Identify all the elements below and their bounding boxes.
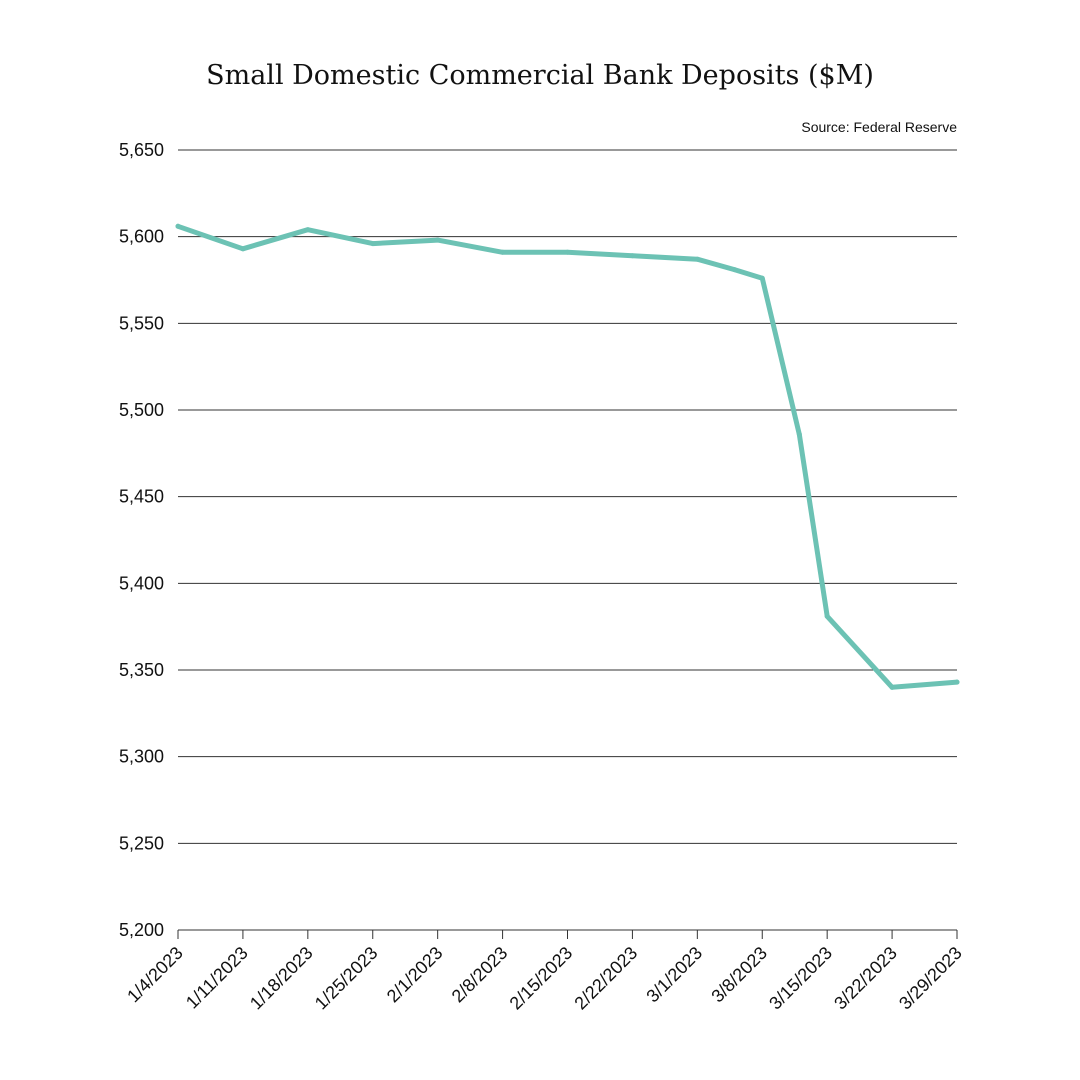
data-point xyxy=(240,246,246,252)
y-tick-label: 5,250 xyxy=(119,833,164,853)
gridlines xyxy=(178,149,957,844)
y-tick-label: 5,200 xyxy=(119,920,164,940)
x-tick-label: 2/1/2023 xyxy=(383,943,447,1007)
series-line-deposits xyxy=(175,223,960,690)
x-tick-label: 2/15/2023 xyxy=(506,943,577,1014)
x-tick-label: 2/22/2023 xyxy=(570,943,641,1014)
y-tick-label: 5,300 xyxy=(119,747,164,767)
x-tick-label: 3/22/2023 xyxy=(830,943,901,1014)
data-point xyxy=(796,431,802,437)
y-tick-label: 5,350 xyxy=(119,660,164,680)
source-note: Source: Federal Reserve xyxy=(801,119,957,135)
data-point xyxy=(370,241,376,247)
y-tick-label: 5,450 xyxy=(119,487,164,507)
y-axis-ticks: 5,200 5,250 5,300 5,350 5,400 5,450 5,500 5,550… xyxy=(119,140,164,940)
x-tick-label: 1/11/2023 xyxy=(182,943,252,1013)
x-tick-label: 3/29/2023 xyxy=(895,943,966,1014)
data-point xyxy=(175,223,181,229)
series-group xyxy=(175,223,960,690)
y-tick-label: 5,650 xyxy=(119,140,164,160)
data-point xyxy=(305,227,311,233)
y-tick-label: 5,400 xyxy=(119,573,164,593)
y-tick-label: 5,600 xyxy=(119,227,164,247)
x-tick-label: 1/25/2023 xyxy=(311,943,382,1014)
chart-title: Small Domestic Commercial Bank Deposits … xyxy=(206,60,874,91)
data-point xyxy=(824,613,830,619)
data-point xyxy=(954,679,960,685)
y-tick-label: 5,550 xyxy=(119,313,164,333)
x-tick-label: 3/15/2023 xyxy=(765,943,836,1014)
data-point xyxy=(731,267,737,273)
data-point xyxy=(500,249,506,255)
x-tick-label: 1/4/2023 xyxy=(123,943,187,1007)
x-tick-label: 3/1/2023 xyxy=(642,943,706,1007)
data-point xyxy=(889,684,895,690)
data-point xyxy=(759,275,765,281)
y-tick-label: 5,500 xyxy=(119,400,164,420)
data-point xyxy=(629,253,635,259)
data-point xyxy=(565,249,570,255)
x-tick-label: 1/18/2023 xyxy=(246,943,317,1014)
data-point xyxy=(694,256,700,262)
x-tick-label: 2/8/2023 xyxy=(448,943,512,1007)
data-point xyxy=(435,237,441,243)
x-tick-label: 3/8/2023 xyxy=(707,943,771,1007)
